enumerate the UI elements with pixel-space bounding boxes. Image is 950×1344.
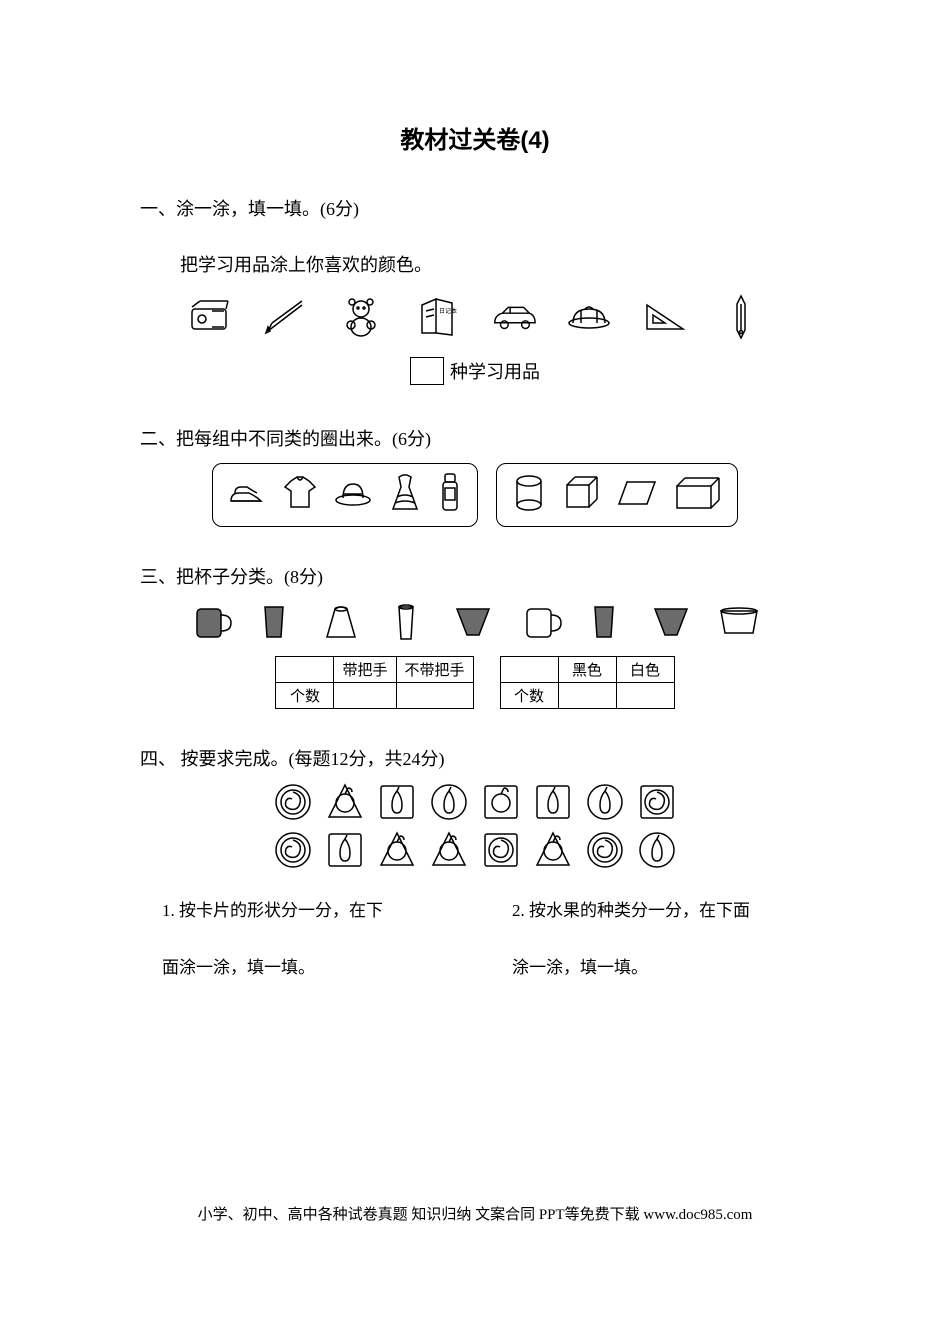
cup-icon — [585, 603, 629, 646]
group-box-2 — [496, 463, 738, 527]
cup-icon — [453, 603, 497, 646]
page-footer: 小学、初中、高中各种试卷真题 知识归纳 文案合同 PPT等免费下载 www.do… — [0, 1203, 950, 1224]
fruit-card-icon — [534, 783, 572, 821]
fruit-card-icon — [534, 831, 572, 869]
fill-suffix-text: 种学习用品 — [450, 358, 540, 384]
th-white: 白色 — [616, 657, 674, 683]
cup-icon — [519, 603, 563, 646]
cell-blank — [334, 683, 396, 709]
q2-line1: 2. 按水果的种类分一分，在下面 — [512, 897, 810, 924]
dress-icon — [387, 473, 423, 518]
row-label-count: 个数 — [276, 683, 334, 709]
question-2: 2. 按水果的种类分一分，在下面 涂一涂，填一填。 — [490, 897, 810, 1011]
cup-icon — [321, 603, 365, 646]
fruit-card-icon — [378, 831, 416, 869]
fruit-card-icon — [378, 783, 416, 821]
svg-text:日记本: 日记本 — [439, 307, 457, 315]
triangle-ruler-icon — [641, 295, 689, 339]
notebook-icon: 日记本 — [413, 295, 461, 339]
cups-row — [140, 603, 810, 646]
fruit-card-icon — [482, 831, 520, 869]
th-black: 黑色 — [558, 657, 616, 683]
cup-icon — [255, 603, 299, 646]
cell-blank — [616, 683, 674, 709]
page-title: 教材过关卷(4) — [140, 120, 810, 155]
cylinder-icon — [511, 473, 547, 518]
fruit-card-icon — [638, 831, 676, 869]
group-box-1 — [212, 463, 478, 527]
fruit-card-icon — [430, 783, 468, 821]
row-label-count: 个数 — [500, 683, 558, 709]
question-1: 1. 按卡片的形状分一分，在下 面涂一涂，填一填。 — [140, 897, 460, 1011]
fruit-card-icon — [586, 831, 624, 869]
shirt-icon — [281, 475, 319, 516]
cup-icon — [189, 603, 233, 646]
fruit-card-icon — [274, 783, 312, 821]
cell-blank — [396, 683, 473, 709]
section-4-heading: 四、 按要求完成。(每题12分，共24分) — [140, 745, 810, 771]
cards-row-1 — [274, 783, 676, 821]
pencil-icon — [261, 295, 309, 339]
hat-icon — [333, 478, 373, 513]
cap-icon — [565, 295, 613, 339]
sharpener-icon — [185, 295, 233, 339]
questions-columns: 1. 按卡片的形状分一分，在下 面涂一涂，填一填。 2. 按水果的种类分一分，在… — [140, 897, 810, 1011]
cup-icon — [717, 603, 761, 646]
section-1-subtext: 把学习用品涂上你喜欢的颜色。 — [180, 251, 810, 277]
th-blank — [276, 657, 334, 683]
q1-line2: 面涂一涂，填一填。 — [162, 954, 460, 981]
q1-line1: 1. 按卡片的形状分一分，在下 — [162, 897, 460, 924]
cup-icon — [387, 603, 431, 646]
answer-blank-box — [410, 357, 444, 385]
fill-answer-row: 种学习用品 — [140, 357, 810, 385]
th-blank — [500, 657, 558, 683]
tables-row: 带把手 不带把手 个数 黑色 白色 个数 — [140, 656, 810, 709]
bottle-icon — [437, 472, 463, 519]
fruit-card-icon — [326, 783, 364, 821]
section-1-heading: 一、涂一涂，填一填。(6分) — [140, 195, 810, 221]
car-icon — [489, 295, 537, 339]
shoes-icon — [227, 477, 267, 514]
toy-bear-icon — [337, 295, 385, 339]
th-without-handle: 不带把手 — [396, 657, 473, 683]
cuboid-icon — [673, 474, 723, 517]
section-2-groups — [140, 463, 810, 527]
color-table: 黑色 白色 个数 — [500, 656, 675, 709]
section-1-icons-row: 日记本 — [140, 295, 810, 339]
th-with-handle: 带把手 — [334, 657, 396, 683]
q2-line2: 涂一涂，填一填。 — [512, 954, 810, 981]
fruit-card-icon — [326, 831, 364, 869]
cell-blank — [558, 683, 616, 709]
parallelogram-icon — [615, 476, 659, 515]
fountain-pen-icon — [717, 295, 765, 339]
cup-icon — [651, 603, 695, 646]
cards-block — [140, 783, 810, 869]
section-2-heading: 二、把每组中不同类的圈出来。(6分) — [140, 425, 810, 451]
fruit-card-icon — [274, 831, 312, 869]
cards-row-2 — [274, 831, 676, 869]
fruit-card-icon — [430, 831, 468, 869]
fruit-card-icon — [586, 783, 624, 821]
fruit-card-icon — [638, 783, 676, 821]
fruit-card-icon — [482, 783, 520, 821]
section-3-heading: 三、把杯子分类。(8分) — [140, 563, 810, 589]
cube-icon — [561, 473, 601, 518]
handle-table: 带把手 不带把手 个数 — [275, 656, 473, 709]
page: 教材过关卷(4) 一、涂一涂，填一填。(6分) 把学习用品涂上你喜欢的颜色。 日… — [0, 0, 950, 1344]
